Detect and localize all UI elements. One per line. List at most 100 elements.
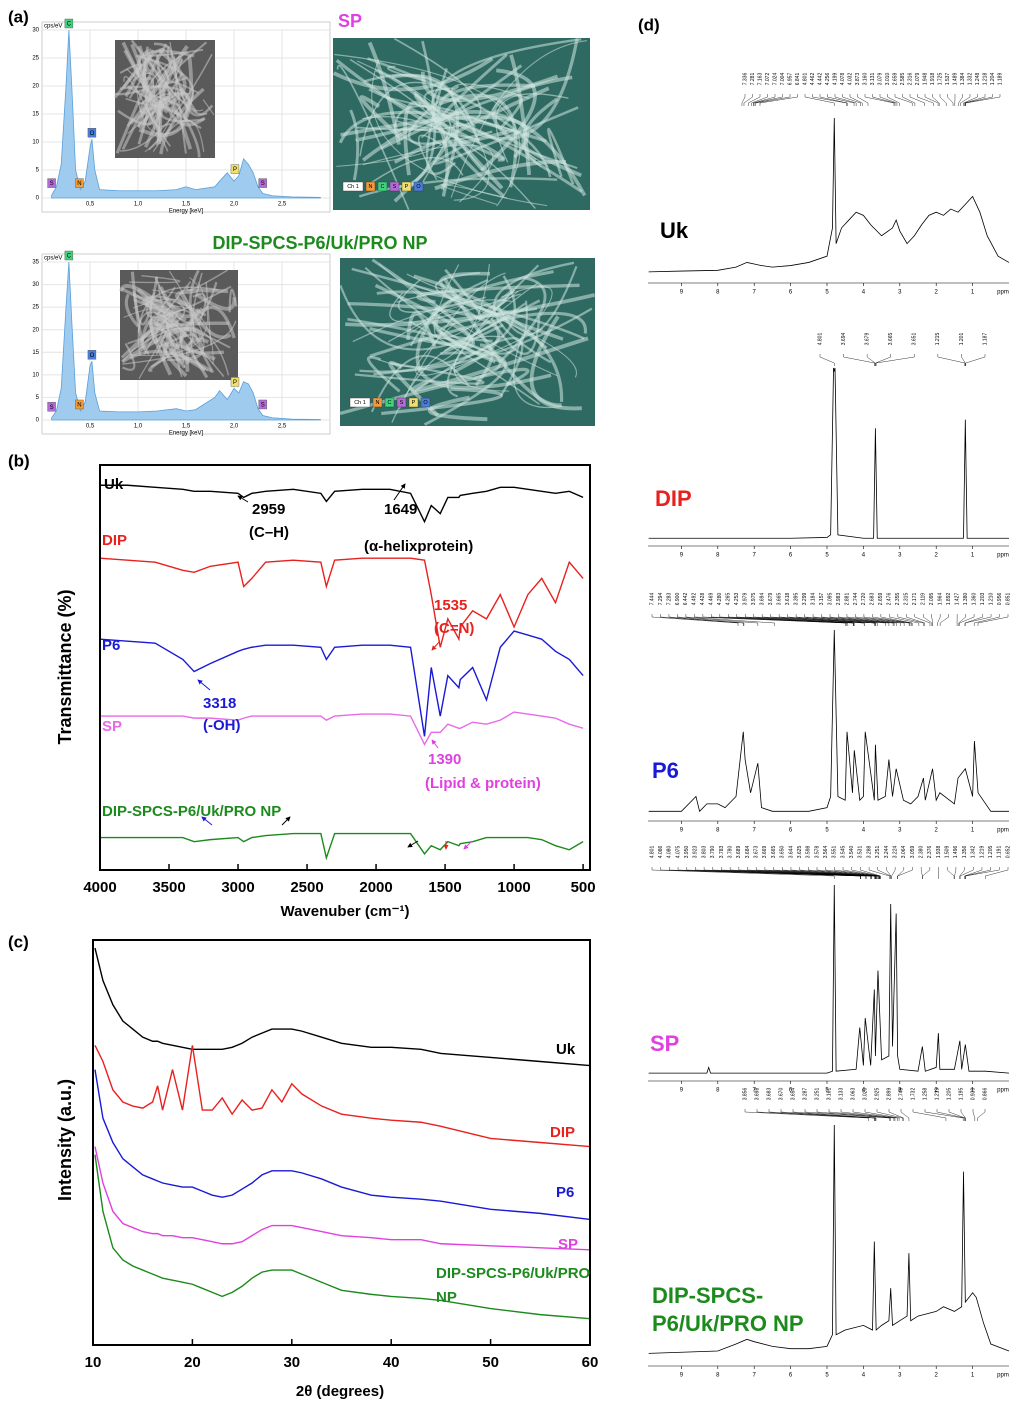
sem-fibre: [423, 87, 578, 169]
peak-label: 1.380: [963, 593, 969, 606]
peak-label: 2.315: [904, 593, 910, 606]
x-tick-label: 9: [680, 553, 684, 559]
peak-leader: [753, 614, 865, 626]
peak-leader: [936, 1109, 965, 1121]
peak-label: 3.694: [841, 333, 847, 346]
x-tick-label: 3: [898, 1088, 902, 1094]
peak-label: 3.698: [754, 1088, 760, 1101]
peak-label: 3.665: [771, 846, 777, 859]
spectrum-label: DIP: [655, 486, 692, 511]
peak-label: 0.652: [1005, 846, 1011, 859]
peak-label: 6.841: [795, 73, 801, 86]
peak-leader: [778, 614, 876, 626]
sem-legend-label: Ch 1: [347, 184, 359, 190]
series-line: [99, 557, 584, 648]
peak-leader: [886, 867, 892, 879]
sem-fibre: [149, 299, 166, 345]
peak-leader: [728, 614, 854, 626]
peak-leader: [868, 867, 890, 879]
series-label: DIP-SPCS-P6/Uk/PRO NP: [102, 803, 281, 820]
peak-leader: [947, 867, 955, 879]
sem-fibre: [368, 87, 506, 162]
peak-label: 2.476: [887, 593, 893, 606]
sem-legend-label: C: [388, 400, 392, 406]
peak-leader: [857, 94, 869, 106]
peak-leader: [964, 94, 993, 106]
element-label: P: [233, 167, 237, 173]
peak-leader: [891, 867, 896, 879]
sem-legend-label: Ch 1: [354, 400, 366, 406]
sem-fibre: [371, 258, 475, 349]
peak-label: 3.157: [819, 593, 825, 606]
sem-fibre: [415, 304, 552, 390]
peak-label: 3.684: [745, 846, 751, 859]
peak-label: 3.689: [736, 846, 742, 859]
peak-label: 3.540: [849, 846, 855, 859]
peak-label: 3.923: [693, 846, 699, 859]
y-tick-label: 30: [32, 282, 39, 288]
peak-leader: [954, 867, 957, 879]
arrow: [197, 679, 211, 691]
peak-leader: [812, 94, 847, 106]
peak-label: 4.428: [700, 593, 706, 606]
y-tick-label: 25: [32, 305, 39, 311]
x-tick-label: 2,0: [230, 424, 239, 430]
sem-fibre: [128, 275, 181, 284]
peak-leader: [851, 867, 881, 879]
series-label: P6: [102, 637, 120, 654]
peak-leader: [964, 94, 986, 106]
nmr-spectrum: [648, 884, 1010, 1074]
sem-fibre: [442, 86, 550, 146]
peak-label: 1.219: [979, 846, 985, 859]
x-tick-label: 10: [85, 1354, 102, 1371]
sem-fibre: [381, 387, 503, 416]
peak-leader: [914, 614, 931, 626]
sem-fibre: [113, 76, 188, 96]
peak-label: 2.925: [874, 1088, 880, 1101]
peak-leader: [838, 614, 901, 626]
y-tick-label: 10: [32, 140, 39, 146]
peak-label: 1.360: [971, 593, 977, 606]
peak-label: 1.892: [946, 593, 952, 606]
x-tick-label: 8: [716, 290, 720, 296]
sem-fibre: [159, 286, 201, 319]
peak-leader: [977, 1109, 986, 1121]
peak-label: 3.288: [866, 846, 872, 859]
sem-fibre: [159, 87, 205, 155]
peak-leader: [842, 94, 861, 106]
peak-leader: [780, 1109, 876, 1121]
sem-fibre: [146, 51, 154, 67]
arrow: [201, 816, 213, 826]
peak-label: 4.801: [817, 333, 823, 346]
peak-label: 3.079: [877, 73, 883, 86]
annotation: 3318: [203, 695, 236, 712]
sem-fibre: [428, 395, 488, 422]
peak-leader: [947, 94, 954, 106]
annotation: (α-helixprotein): [364, 538, 473, 555]
peak-label: 4.280: [717, 593, 723, 606]
peak-leader: [819, 354, 835, 366]
peak-leader: [964, 867, 983, 879]
sem-fibre: [367, 41, 401, 145]
sem-fibre: [389, 292, 521, 323]
peak-leader: [804, 1109, 890, 1121]
x-tick-label: 1: [971, 1088, 975, 1094]
panel-label: (a): [8, 7, 29, 26]
element-marker: [64, 250, 74, 261]
panel-label: (d): [638, 15, 660, 34]
series-label: SP: [102, 718, 122, 735]
peak-label: 2.899: [886, 1088, 892, 1101]
element-label: S: [50, 181, 54, 187]
sem-fibre: [434, 159, 567, 191]
peak-leader: [964, 867, 991, 879]
sem-fibre: [145, 295, 207, 317]
sem-fibre: [419, 120, 451, 187]
x-tick-label: 3000: [221, 879, 254, 896]
peak-leader: [843, 354, 875, 366]
peak-leader: [959, 867, 974, 879]
peak-leader: [782, 867, 877, 879]
peak-leader: [863, 614, 911, 626]
peak-label: 2.881: [844, 593, 850, 606]
sem-legend-box: [377, 181, 388, 192]
peak-label: 1.384: [960, 73, 966, 86]
